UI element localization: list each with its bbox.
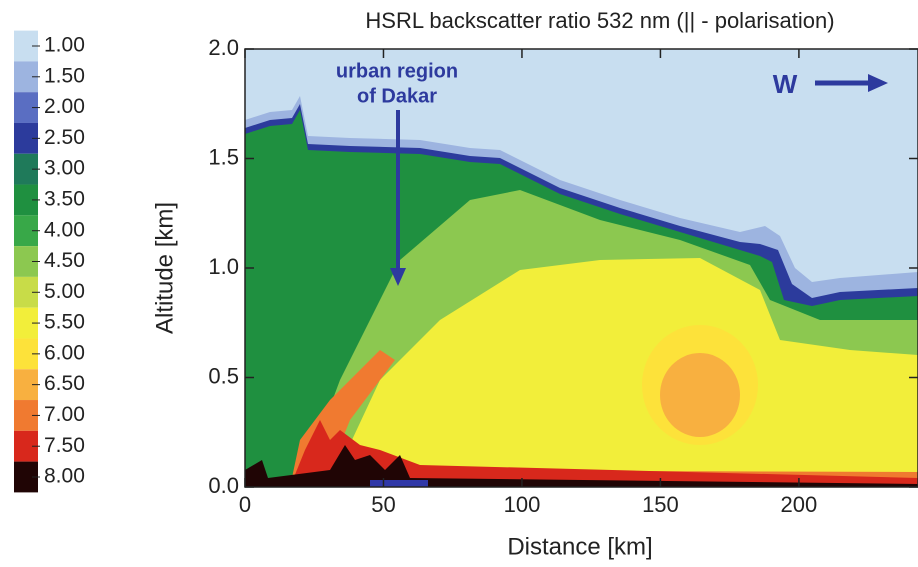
colorbar-label: 5.00 xyxy=(44,280,85,303)
annotation: W xyxy=(773,69,798,99)
x-axis-label: Distance [km] xyxy=(507,533,652,560)
y-tick-label: 0.0 xyxy=(208,473,239,498)
x-tick-label: 150 xyxy=(642,492,679,517)
colorbar-label: 1.50 xyxy=(44,64,85,87)
colorbar-label: 7.50 xyxy=(44,434,85,457)
y-tick-label: 2.0 xyxy=(208,35,239,60)
field-layer xyxy=(290,420,918,487)
annotation: of Dakar xyxy=(357,85,437,107)
colorbar-label: 4.50 xyxy=(44,249,85,272)
y-tick-label: 0.5 xyxy=(208,363,239,388)
y-axis-label: Altitude [km] xyxy=(151,202,178,334)
x-tick-label: 100 xyxy=(504,492,541,517)
x-tick-label: 200 xyxy=(781,492,818,517)
colorbar-label: 3.50 xyxy=(44,187,85,210)
x-tick-label: 0 xyxy=(239,492,251,517)
colorbar-label: 1.00 xyxy=(44,34,85,57)
colorbar-label: 5.50 xyxy=(44,311,85,334)
field-layer xyxy=(330,258,918,487)
annotation: urban region xyxy=(336,60,458,82)
y-tick-label: 1.5 xyxy=(208,144,239,169)
colorbar-label: 4.00 xyxy=(44,218,85,241)
chart-title: HSRL backscatter ratio 532 nm (|| - pola… xyxy=(365,8,834,33)
colorbar-label: 2.50 xyxy=(44,126,85,149)
colorbar-label: 6.00 xyxy=(44,341,85,364)
colorbar-label: 2.00 xyxy=(44,95,85,118)
field-layer xyxy=(245,445,918,487)
field xyxy=(245,49,918,487)
annotation-arrowhead xyxy=(868,74,888,92)
colorbar-label: 6.50 xyxy=(44,372,85,395)
colorbar-label: 3.00 xyxy=(44,157,85,180)
field-layer xyxy=(660,353,740,437)
colorbar-label: 7.00 xyxy=(44,403,85,426)
colorbar-label: 8.00 xyxy=(44,465,85,488)
y-tick-label: 1.0 xyxy=(208,254,239,279)
annotation-arrowhead xyxy=(390,268,406,286)
urban-marker xyxy=(370,480,428,487)
x-tick-label: 50 xyxy=(371,492,395,517)
